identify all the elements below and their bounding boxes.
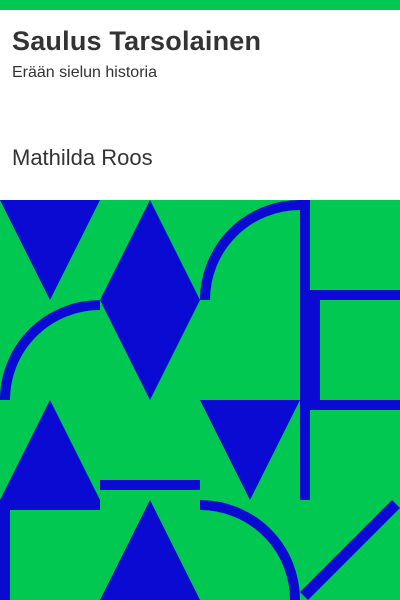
- grid-horizontal-1: [310, 290, 400, 300]
- arc-left: [0, 300, 101, 401]
- diagonal-bottom-right: [300, 500, 400, 600]
- book-author: Mathilda Roos: [12, 145, 153, 170]
- triangle-middle: [200, 400, 300, 500]
- square-outline-bottom-left: [0, 500, 100, 600]
- triangle-top-left: [0, 200, 100, 300]
- arc-bottom: [199, 500, 300, 600]
- triangle-left: [0, 400, 100, 500]
- diamond: [100, 200, 200, 400]
- book-title: Saulus Tarsolainen: [12, 26, 262, 56]
- cover-pattern: [0, 200, 400, 600]
- grid-horizontal-2: [310, 400, 400, 410]
- top-accent-bar: [0, 0, 400, 10]
- book-subtitle: Erään sielun historia: [12, 64, 157, 81]
- bar-middle: [100, 480, 200, 490]
- triangle-bottom: [100, 500, 200, 600]
- grid-vertical-2: [310, 300, 320, 400]
- grid-vertical-1: [300, 200, 310, 500]
- arc-top-right: [200, 200, 301, 301]
